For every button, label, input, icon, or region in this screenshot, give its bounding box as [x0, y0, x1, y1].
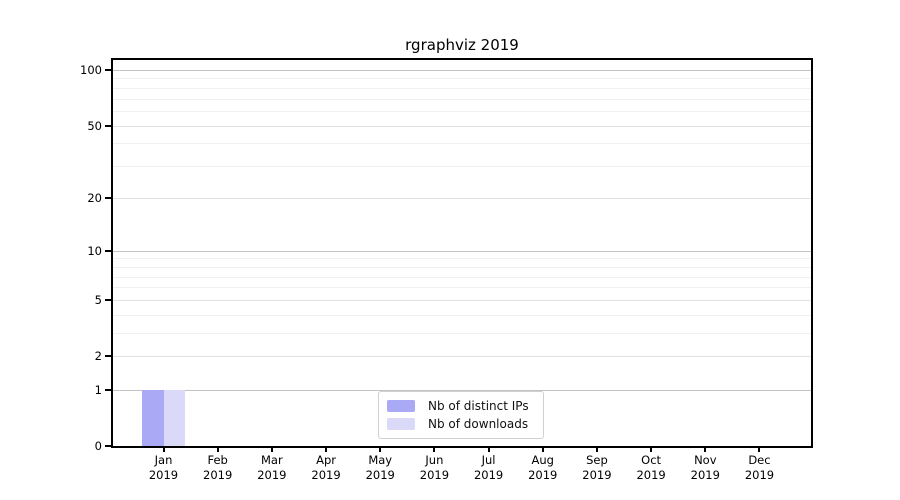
minor-gridline	[113, 314, 811, 316]
x-tick-mark	[704, 446, 707, 452]
x-tick-label: Jul 2019	[473, 453, 504, 482]
minor-gridline	[113, 143, 811, 145]
y-tick-mark	[105, 68, 113, 71]
legend-swatch-distinct-ips	[387, 400, 415, 412]
minor-gridline	[113, 87, 811, 89]
chart-title: rgraphviz 2019	[405, 36, 519, 54]
major-gridline	[113, 356, 811, 358]
y-tick-label: 0	[94, 439, 102, 453]
decade-gridline	[113, 250, 811, 252]
legend: Nb of distinct IPs Nb of downloads	[378, 391, 544, 439]
x-tick-mark	[379, 446, 382, 452]
y-tick-mark	[105, 124, 113, 127]
x-tick-mark	[487, 446, 490, 452]
legend-label-downloads: Nb of downloads	[428, 417, 529, 431]
minor-gridline	[113, 333, 811, 335]
x-tick-mark	[650, 446, 653, 452]
x-tick-mark	[270, 446, 273, 452]
x-tick-mark	[433, 446, 436, 452]
x-tick-mark	[325, 446, 328, 452]
minor-gridline	[113, 78, 811, 80]
x-tick-label: Jan 2019	[148, 453, 179, 482]
y-tick-mark	[105, 299, 113, 302]
x-tick-label: Nov 2019	[690, 453, 720, 482]
x-tick-label: Jun 2019	[419, 453, 450, 482]
x-tick-label: Mar 2019	[257, 453, 287, 482]
y-tick-mark	[105, 445, 113, 447]
x-tick-mark	[162, 446, 165, 452]
minor-gridline	[113, 258, 811, 260]
decade-gridline	[113, 389, 811, 391]
minor-gridline	[113, 111, 811, 113]
x-tick-label: Apr 2019	[311, 453, 341, 482]
major-gridline	[113, 197, 811, 199]
y-tick-label: 100	[80, 62, 102, 77]
legend-label-distinct-ips: Nb of distinct IPs	[428, 399, 529, 413]
major-gridline	[113, 125, 811, 127]
minor-gridline	[113, 287, 811, 289]
x-tick-label: Oct 2019	[636, 453, 666, 482]
x-tick-label: Aug 2019	[528, 453, 558, 482]
minor-gridline	[113, 166, 811, 168]
y-tick-label: 2	[94, 349, 102, 364]
legend-entry-downloads: Nb of downloads	[387, 415, 535, 433]
y-tick-label: 10	[87, 243, 102, 258]
minor-gridline	[113, 98, 811, 100]
y-tick-mark	[105, 249, 113, 252]
decade-gridline	[113, 69, 811, 71]
x-tick-label: Feb 2019	[203, 453, 233, 482]
x-tick-label: Dec 2019	[744, 453, 775, 482]
legend-entry-distinct-ips: Nb of distinct IPs	[387, 397, 535, 415]
y-tick-label: 50	[87, 118, 102, 133]
x-tick-mark	[216, 446, 219, 452]
minor-gridline	[113, 276, 811, 278]
bar-downloads	[163, 389, 185, 446]
x-tick-mark	[595, 446, 598, 452]
x-tick-mark	[758, 446, 761, 452]
y-tick-label: 1	[94, 382, 102, 397]
y-tick-mark	[105, 355, 113, 358]
minor-gridline	[113, 266, 811, 268]
x-tick-mark	[541, 446, 544, 452]
y-tick-mark	[105, 388, 113, 391]
x-tick-label: May 2019	[365, 453, 395, 482]
y-tick-label: 20	[87, 190, 102, 205]
legend-swatch-downloads	[387, 418, 415, 430]
x-tick-label: Sep 2019	[582, 453, 612, 482]
y-tick-label: 5	[94, 293, 102, 308]
major-gridline	[113, 300, 811, 302]
bar-distinct-ips	[142, 389, 164, 446]
y-tick-mark	[105, 196, 113, 199]
